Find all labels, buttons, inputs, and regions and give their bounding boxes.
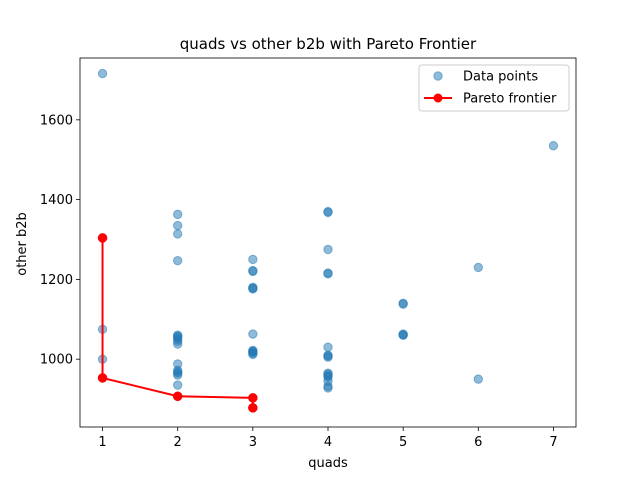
x-tick-label: 5 xyxy=(399,435,407,450)
pareto-point xyxy=(172,391,183,402)
data-point xyxy=(248,266,258,277)
y-tick-label: 1200 xyxy=(40,273,73,288)
x-tick-label: 1 xyxy=(98,435,106,450)
y-tick-label: 1400 xyxy=(40,193,73,208)
data-point xyxy=(548,141,559,151)
data-point xyxy=(172,380,183,390)
x-tick-label: 6 xyxy=(474,435,482,450)
plot-area: 1 2 3 4 5 6 7 1000 1200 1400 1600 xyxy=(40,57,577,450)
data-point xyxy=(323,207,333,218)
axes-frame xyxy=(79,57,577,428)
x-tick-label: 4 xyxy=(324,435,332,450)
data-point xyxy=(97,68,108,79)
legend-label-data-points: Data points xyxy=(463,70,538,85)
data-point xyxy=(323,352,333,362)
chart-title: quads vs other b2b with Pareto Frontier xyxy=(180,35,477,53)
x-tick-label: 7 xyxy=(549,435,557,450)
data-point xyxy=(248,284,258,294)
legend: Data points Pareto frontier xyxy=(418,64,570,112)
x-tick-label: 2 xyxy=(174,435,182,450)
data-point xyxy=(248,254,258,265)
data-point xyxy=(172,220,183,231)
data-point xyxy=(172,370,183,380)
data-point xyxy=(398,299,408,309)
data-point xyxy=(323,244,333,255)
legend-marker-pareto xyxy=(433,93,443,103)
data-point xyxy=(323,342,333,352)
legend-label-pareto: Pareto frontier xyxy=(463,92,557,107)
data-point xyxy=(172,229,183,239)
data-point xyxy=(398,330,408,340)
legend-marker-data-points xyxy=(433,71,443,81)
pareto-point xyxy=(248,403,258,413)
pareto-point xyxy=(97,233,108,243)
legend-box xyxy=(418,64,570,112)
data-point xyxy=(323,383,333,393)
data-point xyxy=(473,374,484,384)
data-point xyxy=(172,339,183,349)
pareto-point xyxy=(97,373,108,383)
data-point xyxy=(323,269,333,279)
data-point xyxy=(473,262,484,273)
data-point xyxy=(248,349,258,360)
data-point xyxy=(248,329,258,339)
data-point xyxy=(172,255,183,266)
pareto-point xyxy=(248,393,258,403)
y-tick-label: 1000 xyxy=(40,353,73,368)
y-axis-label: other b2b xyxy=(15,212,30,276)
x-axis-label: quads xyxy=(308,456,348,471)
x-tick-label: 3 xyxy=(249,435,257,450)
data-point xyxy=(172,209,183,220)
y-tick-label: 1600 xyxy=(40,113,73,128)
